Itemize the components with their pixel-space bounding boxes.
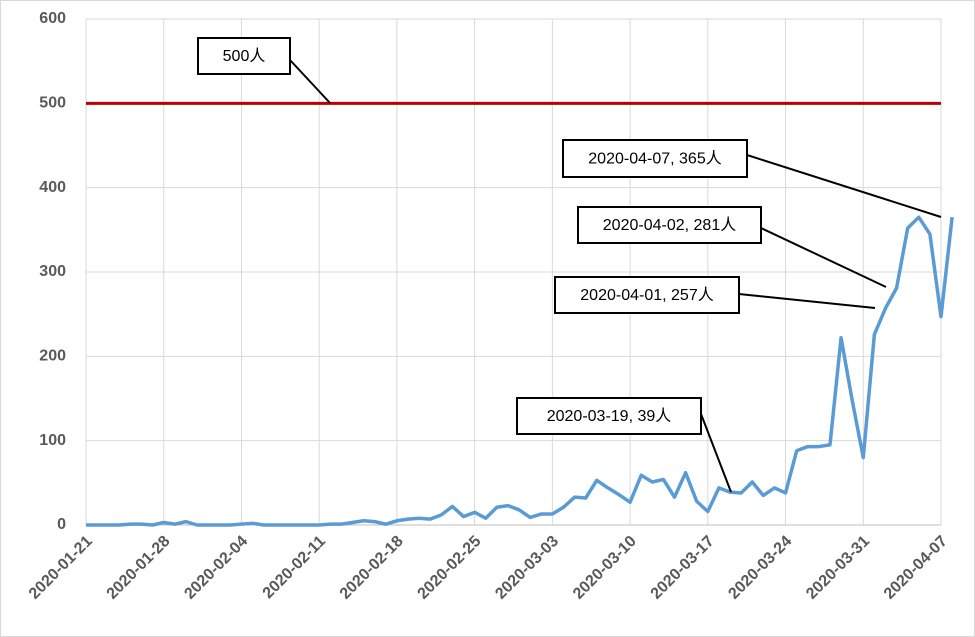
- x-tick-label: 2020-02-18: [337, 533, 407, 603]
- y-tick-label: 600: [39, 10, 66, 27]
- y-tick-label: 400: [39, 179, 66, 196]
- x-tick-label: 2020-03-31: [803, 533, 873, 603]
- annotation-leader: [289, 59, 331, 104]
- annotation: 2020-04-07, 365人: [588, 150, 721, 168]
- x-tick-label: 2020-03-03: [492, 533, 562, 603]
- annotation: 500人: [223, 47, 266, 65]
- x-tick-label: 2020-02-04: [181, 533, 251, 603]
- annotation: 2020-03-19, 39人: [547, 407, 672, 425]
- annotation-box: [197, 37, 291, 75]
- x-tick-label: 2020-03-10: [570, 533, 640, 603]
- annotation-leader: [746, 154, 942, 218]
- x-tick-label: 2020-02-11: [260, 533, 329, 602]
- annotation-box: [562, 139, 748, 178]
- annotation: 2020-04-02, 281人: [603, 216, 736, 234]
- annotation-box: [577, 206, 762, 244]
- x-tick-label: 2020-01-21: [26, 533, 96, 603]
- annotation-leader: [738, 293, 876, 309]
- annotation: 2020-04-01, 257人: [580, 286, 713, 304]
- y-tick-label: 100: [39, 432, 66, 449]
- y-tick-label: 0: [57, 516, 66, 533]
- y-tick-label: 500: [39, 95, 66, 112]
- y-tick-label: 300: [39, 263, 66, 280]
- annotation-leader: [700, 413, 732, 493]
- x-tick-label: 2020-03-17: [648, 533, 718, 603]
- x-tick-label: 2020-03-24: [725, 533, 795, 603]
- x-tick-label: 2020-04-07: [881, 533, 951, 603]
- x-tick-label: 2020-01-28: [104, 533, 174, 603]
- x-tick-label: 2020-02-25: [415, 533, 485, 603]
- annotation-box: [554, 276, 740, 314]
- y-tick-label: 200: [39, 348, 66, 365]
- data-line: [86, 215, 954, 527]
- annotation-box: [516, 397, 702, 435]
- annotation-leader: [760, 227, 887, 288]
